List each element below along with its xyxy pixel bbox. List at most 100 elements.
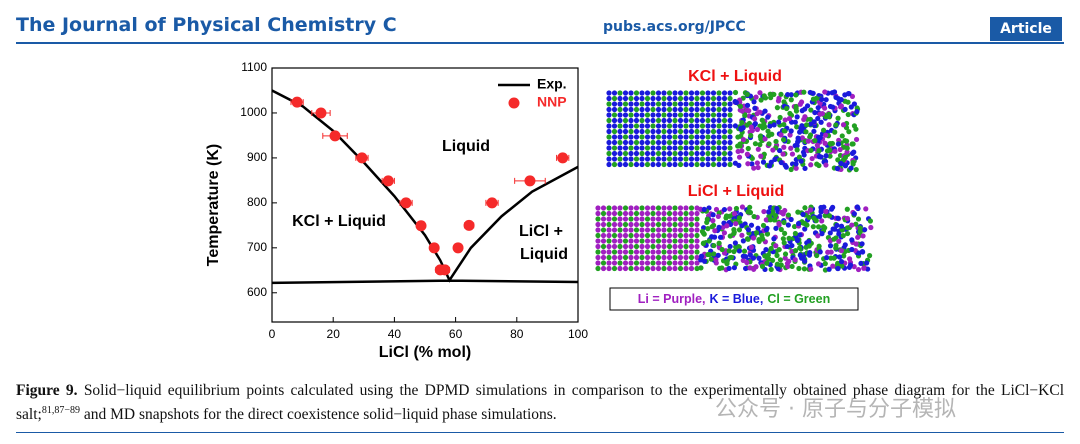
atom — [644, 101, 651, 107]
atom — [683, 221, 689, 228]
atom — [655, 139, 662, 146]
atom — [677, 145, 684, 151]
atom — [721, 101, 728, 107]
footer-rule — [16, 432, 1064, 433]
atom — [688, 123, 695, 129]
atom — [672, 238, 678, 244]
atom — [727, 123, 733, 129]
atom — [683, 112, 689, 118]
atom — [753, 94, 759, 100]
atom — [672, 145, 678, 151]
atom — [724, 223, 730, 229]
atom — [762, 108, 768, 114]
atom — [710, 212, 716, 218]
atom — [699, 101, 706, 107]
atom — [628, 145, 634, 151]
atom — [775, 98, 782, 104]
y-tick-label: 700 — [247, 240, 267, 254]
atom — [650, 216, 656, 222]
atom — [745, 236, 751, 242]
atom — [694, 90, 700, 96]
atom — [617, 150, 623, 157]
atom — [710, 150, 717, 157]
atom — [699, 156, 706, 162]
atom — [644, 95, 651, 102]
atom — [776, 147, 783, 154]
journal-url: pubs.acs.org/JPCC — [603, 19, 746, 35]
atom — [822, 105, 828, 111]
atom — [860, 249, 866, 255]
atom — [633, 249, 640, 255]
atom — [672, 221, 678, 228]
atom — [628, 90, 634, 96]
atom — [655, 123, 662, 129]
atom — [733, 221, 739, 227]
atom — [866, 253, 873, 259]
atom — [655, 101, 662, 107]
atom — [817, 135, 823, 141]
atom — [811, 128, 817, 134]
atom — [611, 254, 618, 261]
atom — [721, 128, 728, 135]
atom — [628, 249, 634, 255]
atom — [782, 230, 788, 237]
atom — [661, 145, 667, 151]
atom — [721, 106, 728, 113]
atom — [819, 218, 825, 224]
atom — [611, 232, 618, 239]
atom — [752, 116, 758, 122]
atom — [760, 222, 767, 229]
atom — [721, 134, 728, 140]
atom — [837, 146, 843, 153]
atom — [705, 226, 711, 232]
atom — [731, 229, 737, 235]
atom — [756, 255, 762, 261]
atom — [770, 147, 776, 153]
atom — [727, 112, 733, 118]
atom — [683, 128, 689, 135]
atom — [847, 256, 853, 262]
atom — [768, 245, 774, 252]
atom — [837, 254, 843, 260]
atom — [606, 117, 612, 124]
atom — [812, 109, 818, 116]
atom — [617, 95, 623, 102]
atom — [704, 216, 710, 222]
atom — [606, 123, 612, 129]
atom — [644, 243, 651, 250]
atom — [763, 246, 769, 253]
atom — [688, 106, 695, 113]
atom — [705, 139, 711, 146]
nnp-point — [315, 107, 327, 119]
atom — [672, 156, 678, 162]
atom — [769, 257, 776, 264]
atom — [622, 265, 629, 272]
atom — [777, 114, 783, 121]
atom — [781, 240, 787, 246]
atom — [650, 249, 656, 255]
atom — [628, 95, 634, 102]
atom — [611, 90, 618, 96]
atom — [708, 256, 714, 262]
atom — [650, 101, 656, 107]
atom — [827, 140, 833, 147]
atom — [823, 132, 829, 138]
atom — [849, 246, 855, 253]
atom — [644, 221, 651, 228]
atom — [744, 102, 751, 108]
atom — [644, 232, 651, 239]
atom — [672, 227, 678, 233]
atom — [633, 205, 640, 211]
atom — [672, 161, 678, 168]
atom — [617, 254, 623, 261]
atom — [759, 263, 766, 269]
atom — [650, 112, 656, 118]
atom — [774, 205, 780, 212]
atom — [633, 210, 640, 217]
atom — [727, 233, 733, 239]
atom — [639, 161, 645, 168]
atom — [688, 221, 695, 228]
atom — [611, 249, 618, 255]
atom — [727, 128, 733, 135]
atom — [699, 145, 706, 151]
